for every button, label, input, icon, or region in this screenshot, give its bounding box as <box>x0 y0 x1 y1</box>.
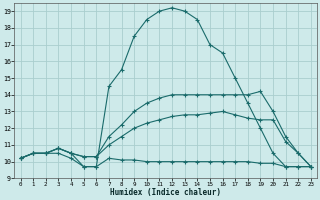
X-axis label: Humidex (Indice chaleur): Humidex (Indice chaleur) <box>110 188 221 197</box>
